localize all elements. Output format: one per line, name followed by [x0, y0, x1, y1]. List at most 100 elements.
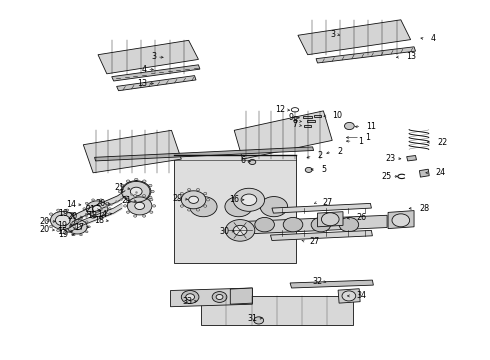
Polygon shape	[318, 212, 343, 227]
Text: 23: 23	[386, 154, 396, 163]
Circle shape	[49, 213, 52, 215]
Text: 20: 20	[95, 199, 105, 208]
Circle shape	[85, 231, 88, 233]
Circle shape	[74, 224, 81, 230]
Circle shape	[204, 205, 207, 207]
Text: 18: 18	[87, 211, 97, 220]
Circle shape	[204, 192, 207, 195]
Text: 12: 12	[275, 105, 285, 114]
Circle shape	[66, 229, 69, 231]
Circle shape	[106, 213, 109, 215]
Circle shape	[108, 208, 111, 210]
Circle shape	[47, 219, 50, 221]
Circle shape	[188, 209, 191, 211]
Circle shape	[254, 317, 264, 324]
Polygon shape	[316, 47, 416, 63]
Text: 7: 7	[293, 120, 298, 129]
Circle shape	[92, 199, 95, 201]
Circle shape	[88, 226, 90, 228]
Text: 33: 33	[182, 297, 192, 306]
Circle shape	[126, 211, 129, 213]
Circle shape	[233, 188, 265, 211]
Circle shape	[130, 187, 142, 196]
Circle shape	[148, 184, 152, 187]
Text: 27: 27	[310, 237, 320, 246]
Text: 17: 17	[74, 223, 84, 232]
Text: 16: 16	[229, 195, 239, 204]
Circle shape	[134, 195, 137, 197]
Circle shape	[126, 180, 130, 183]
Circle shape	[134, 178, 138, 181]
Text: 25: 25	[382, 172, 392, 181]
Circle shape	[68, 220, 87, 234]
Circle shape	[189, 196, 198, 203]
Circle shape	[118, 190, 122, 193]
Circle shape	[152, 205, 156, 207]
Text: 4: 4	[430, 34, 435, 43]
Circle shape	[86, 201, 108, 217]
Circle shape	[135, 202, 145, 210]
Text: 30: 30	[220, 227, 229, 236]
Circle shape	[216, 294, 223, 300]
Text: 19: 19	[58, 209, 69, 217]
Circle shape	[233, 225, 247, 235]
Polygon shape	[338, 289, 360, 303]
Text: 22: 22	[437, 138, 447, 147]
Circle shape	[92, 217, 95, 219]
Polygon shape	[419, 169, 429, 177]
Polygon shape	[112, 65, 200, 81]
Text: 18: 18	[94, 216, 104, 225]
Circle shape	[83, 208, 86, 210]
Circle shape	[150, 198, 153, 201]
Polygon shape	[95, 147, 314, 161]
Text: 10: 10	[332, 111, 342, 120]
Circle shape	[58, 217, 68, 224]
Circle shape	[150, 211, 153, 213]
Polygon shape	[83, 130, 181, 173]
Circle shape	[106, 202, 109, 204]
Circle shape	[134, 215, 137, 217]
Text: 15: 15	[57, 227, 68, 236]
Circle shape	[126, 198, 129, 201]
Circle shape	[73, 225, 76, 228]
Circle shape	[73, 218, 75, 220]
Text: 2: 2	[337, 148, 342, 156]
Text: 32: 32	[312, 277, 322, 286]
Circle shape	[196, 189, 199, 191]
Circle shape	[249, 159, 256, 165]
Circle shape	[143, 195, 146, 197]
Circle shape	[181, 291, 199, 303]
Polygon shape	[230, 288, 252, 304]
Circle shape	[344, 122, 354, 130]
Text: 13: 13	[406, 52, 416, 61]
Polygon shape	[174, 155, 296, 263]
Polygon shape	[298, 20, 411, 55]
Polygon shape	[270, 230, 372, 240]
Polygon shape	[303, 116, 312, 118]
Text: 2: 2	[318, 151, 322, 160]
Circle shape	[186, 294, 195, 300]
Text: 11: 11	[367, 122, 376, 131]
Text: 26: 26	[357, 213, 367, 222]
Circle shape	[255, 217, 274, 232]
Circle shape	[190, 197, 217, 217]
Circle shape	[73, 213, 76, 215]
Polygon shape	[304, 125, 312, 127]
Circle shape	[206, 199, 210, 201]
Circle shape	[150, 190, 154, 193]
Text: 21: 21	[115, 184, 125, 192]
Circle shape	[134, 202, 138, 205]
Circle shape	[50, 211, 75, 229]
Circle shape	[66, 209, 69, 211]
Polygon shape	[117, 76, 196, 91]
Text: 1: 1	[365, 133, 370, 142]
Circle shape	[342, 291, 356, 301]
Circle shape	[127, 197, 152, 215]
Polygon shape	[307, 120, 315, 122]
Text: 6: 6	[240, 156, 245, 165]
Circle shape	[123, 205, 127, 207]
Circle shape	[65, 226, 67, 228]
Circle shape	[143, 201, 146, 203]
Polygon shape	[171, 288, 252, 307]
Text: 20: 20	[67, 212, 77, 221]
